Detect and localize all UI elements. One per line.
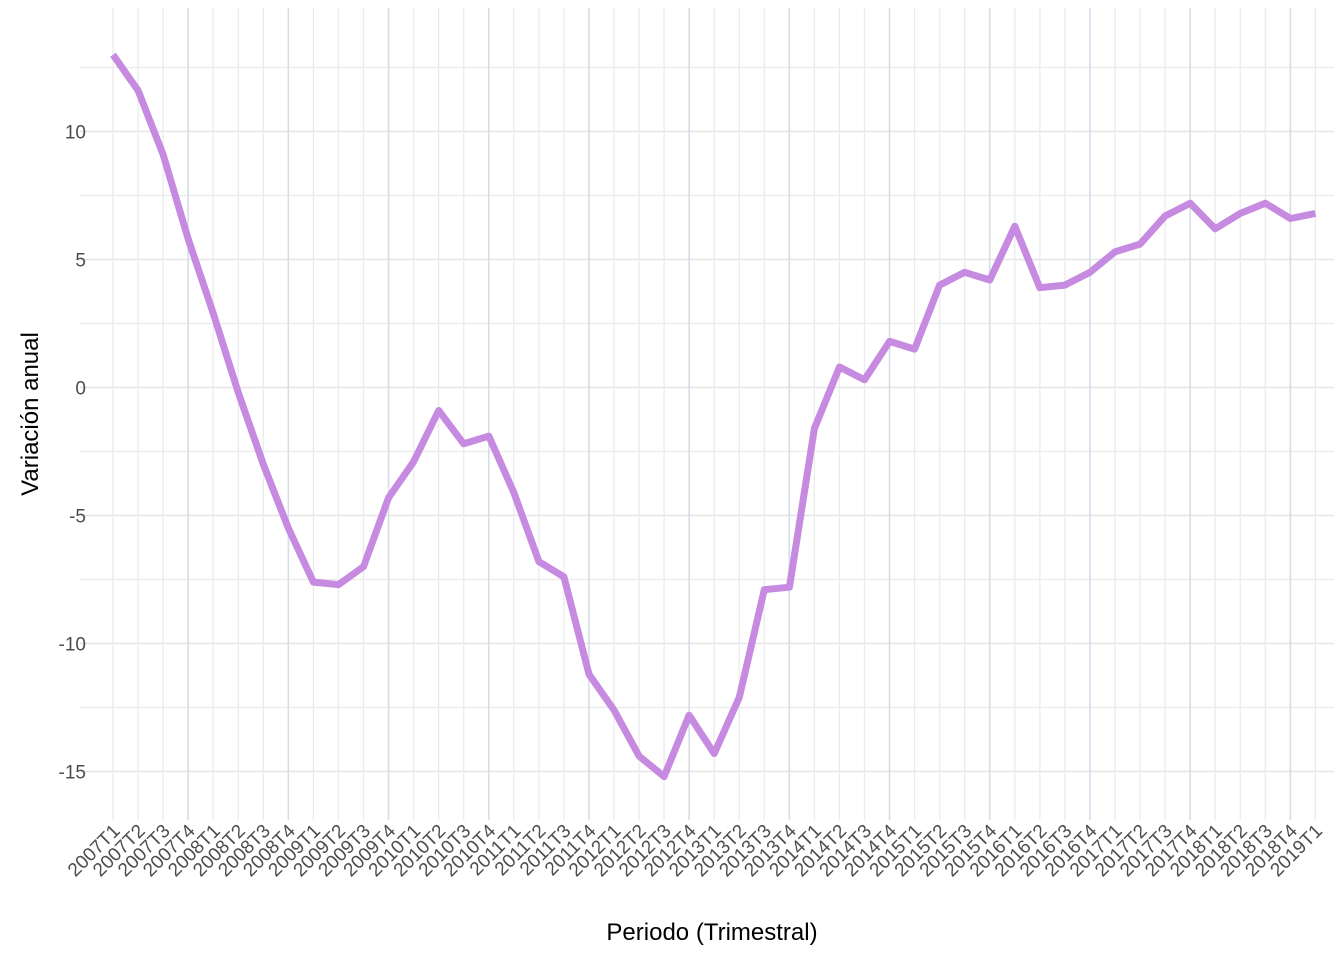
y-tick-label: 0 — [75, 379, 86, 400]
y-tick-label: -10 — [59, 635, 86, 656]
y-tick-labels: -15 -10 -5 0 5 10 — [59, 123, 86, 784]
y-tick-label: 5 — [75, 251, 86, 272]
y-tick-label: -15 — [59, 763, 86, 784]
major-gridlines — [80, 8, 1334, 820]
y-axis-title: Variación anual — [17, 332, 44, 496]
y-tick-label: -5 — [69, 507, 86, 528]
x-tick-labels: 2007T12007T22007T32007T42008T12008T22008… — [64, 820, 1327, 881]
y-tick-label: 10 — [65, 123, 86, 144]
x-axis-title: Periodo (Trimestral) — [606, 919, 817, 946]
series-line — [110, 52, 1317, 781]
series-layer — [110, 52, 1317, 781]
